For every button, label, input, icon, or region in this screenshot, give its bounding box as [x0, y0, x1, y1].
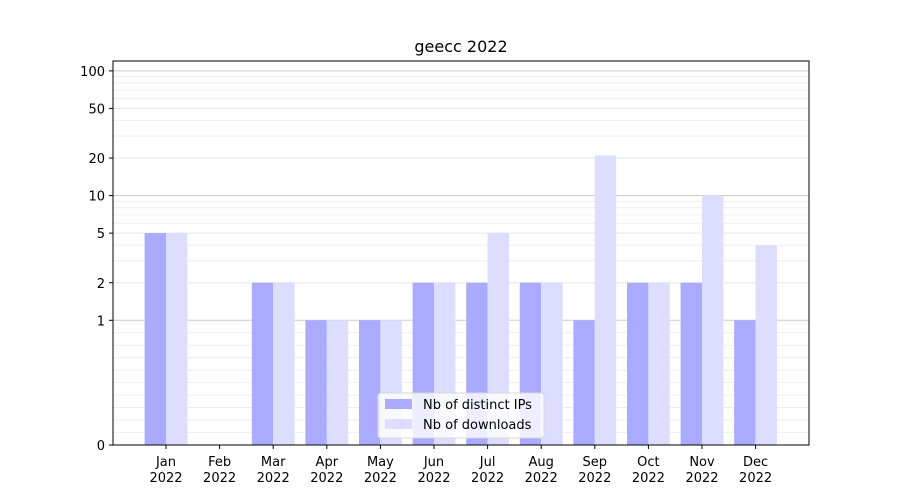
bar-downloads	[755, 245, 777, 445]
x-tick-label: Feb 2022	[203, 455, 236, 486]
x-tick-label: Dec 2022	[739, 455, 772, 486]
bar-distinct-ips	[359, 320, 381, 445]
bar-distinct-ips	[144, 233, 166, 445]
legend-box	[377, 392, 545, 439]
legend-label: Nb of distinct IPs	[423, 398, 532, 413]
y-tick-label: 2	[97, 277, 105, 292]
bar-distinct-ips	[573, 320, 595, 445]
x-tick-label: May 2022	[364, 455, 397, 486]
bar-distinct-ips	[627, 282, 649, 445]
x-tick-label: Jun 2022	[417, 455, 450, 486]
bars	[144, 155, 777, 445]
x-tick-label: Nov 2022	[685, 455, 718, 486]
bar-distinct-ips	[305, 320, 327, 445]
y-tick-label: 0	[97, 439, 105, 454]
bar-distinct-ips	[734, 320, 756, 445]
bar-distinct-ips	[680, 282, 702, 445]
bar-downloads	[594, 155, 617, 445]
bar-downloads	[273, 282, 295, 445]
x-tick-label: Sep 2022	[578, 455, 611, 486]
plot-frame	[112, 60, 810, 446]
bar-distinct-ips	[251, 282, 274, 445]
y-tick-label: 10	[88, 190, 105, 205]
bar-downloads	[648, 282, 670, 445]
x-tick-label: Mar 2022	[257, 455, 290, 486]
bar-downloads	[541, 282, 563, 445]
y-axis: 0 1 2 5 10 20 50 100	[80, 65, 113, 454]
bar-downloads	[702, 195, 724, 445]
x-tick-label: Jan 2022	[149, 455, 182, 486]
y-tick-label: 1	[97, 314, 105, 329]
x-axis: Jan 2022 Feb 2022 Mar 2022 Apr 2022 May 2022 Jun 20…	[149, 445, 772, 486]
legend-swatch	[385, 399, 412, 409]
y-tick-label: 20	[88, 152, 105, 167]
bar-downloads	[166, 233, 188, 445]
x-tick-label: Apr 2022	[310, 455, 343, 486]
y-tick-label: 50	[88, 102, 105, 117]
x-tick-label: Jul 2022	[471, 455, 504, 486]
bar-downloads	[487, 233, 509, 445]
x-tick-label: Aug 2022	[525, 455, 558, 486]
bar-downloads	[326, 320, 349, 445]
y-tick-label: 100	[80, 65, 105, 80]
legend: Nb of distinct IPs Nb of downloads	[377, 392, 545, 439]
y-tick-label: 5	[97, 227, 105, 242]
x-tick-label: Oct 2022	[632, 455, 665, 486]
legend-swatch	[385, 419, 412, 429]
chart-title: geecc 2022	[414, 37, 507, 56]
legend-label: Nb of downloads	[423, 418, 532, 433]
